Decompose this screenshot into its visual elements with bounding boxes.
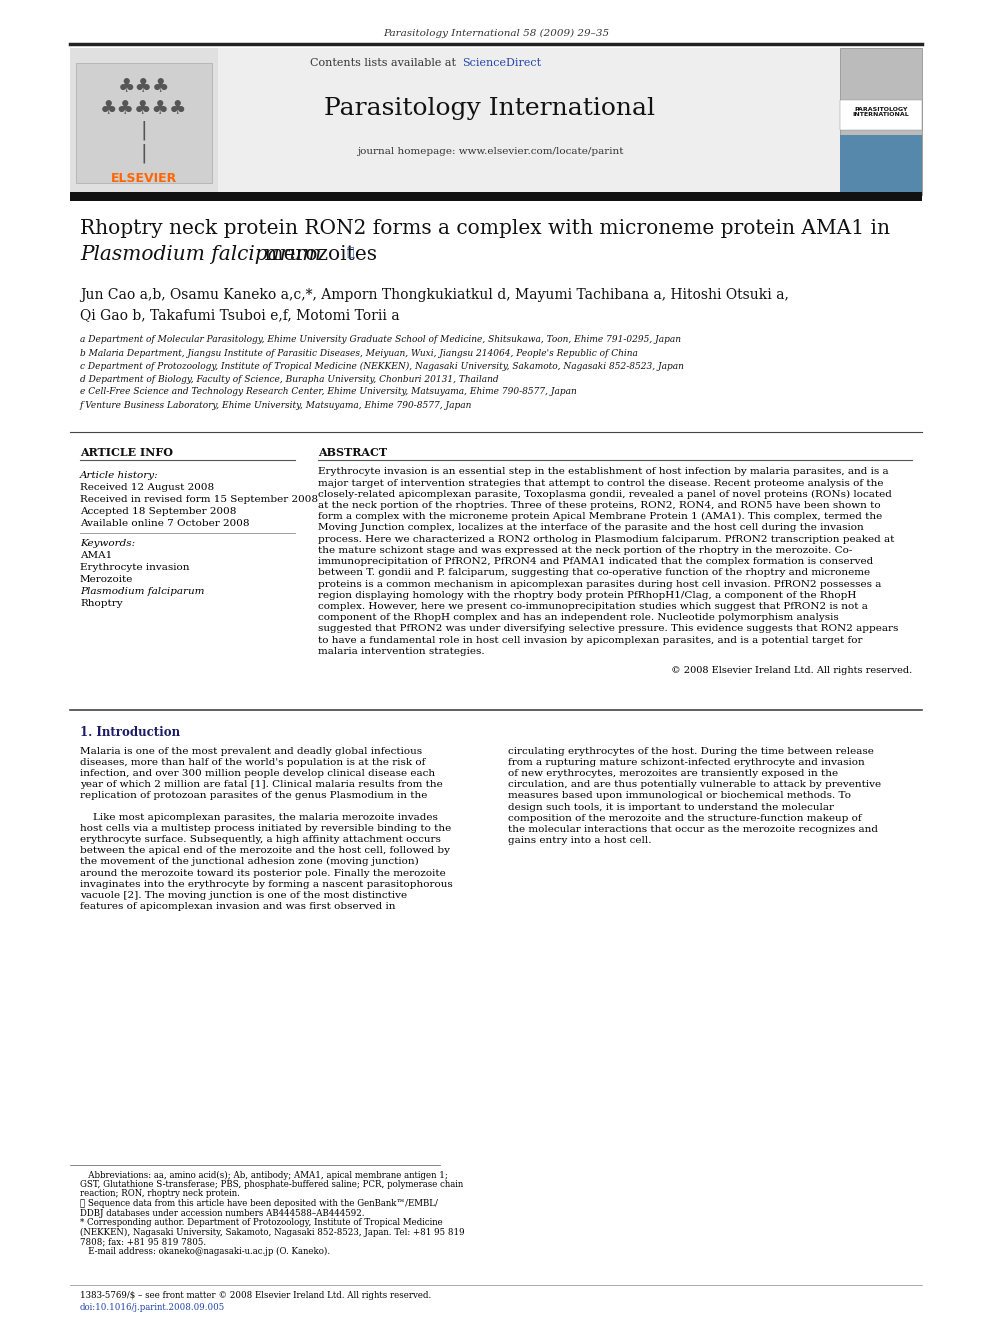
Text: ELSEVIER: ELSEVIER bbox=[111, 172, 178, 184]
Text: closely-related apicomplexan parasite, Toxoplasma gondii, revealed a panel of no: closely-related apicomplexan parasite, T… bbox=[318, 490, 892, 499]
Text: the movement of the junctional adhesion zone (moving junction): the movement of the junctional adhesion … bbox=[80, 857, 419, 867]
Text: GST, Glutathione S-transferase; PBS, phosphate-buffered saline; PCR, polymerase : GST, Glutathione S-transferase; PBS, pho… bbox=[80, 1180, 463, 1189]
Text: Parasitology International 58 (2009) 29–35: Parasitology International 58 (2009) 29–… bbox=[383, 28, 609, 37]
Text: Rhoptry: Rhoptry bbox=[80, 599, 123, 609]
Text: Qi Gao b, Takafumi Tsuboi e,f, Motomi Torii a: Qi Gao b, Takafumi Tsuboi e,f, Motomi To… bbox=[80, 308, 400, 321]
Text: reaction; RON, rhoptry neck protein.: reaction; RON, rhoptry neck protein. bbox=[80, 1189, 240, 1199]
Text: between T. gondii and P. falciparum, suggesting that co-operative function of th: between T. gondii and P. falciparum, sug… bbox=[318, 569, 870, 577]
Text: ScienceDirect: ScienceDirect bbox=[462, 58, 541, 67]
Text: Merozoite: Merozoite bbox=[80, 576, 133, 585]
FancyBboxPatch shape bbox=[76, 64, 212, 183]
Text: AMA1: AMA1 bbox=[80, 552, 112, 561]
Text: ☆ Sequence data from this article have been deposited with the GenBank™/EMBL/: ☆ Sequence data from this article have b… bbox=[80, 1199, 437, 1208]
Text: between the apical end of the merozoite and the host cell, followed by: between the apical end of the merozoite … bbox=[80, 847, 450, 855]
Text: gains entry into a host cell.: gains entry into a host cell. bbox=[508, 836, 652, 845]
FancyBboxPatch shape bbox=[840, 135, 922, 194]
Text: Article history:: Article history: bbox=[80, 471, 159, 479]
Text: Available online 7 October 2008: Available online 7 October 2008 bbox=[80, 519, 250, 528]
Text: major target of intervention strategies that attempt to control the disease. Rec: major target of intervention strategies … bbox=[318, 479, 884, 488]
Text: component of the RhopH complex and has an independent role. Nucleotide polymorph: component of the RhopH complex and has a… bbox=[318, 613, 839, 622]
Text: Moving Junction complex, localizes at the interface of the parasite and the host: Moving Junction complex, localizes at th… bbox=[318, 524, 864, 532]
Text: Parasitology International: Parasitology International bbox=[324, 97, 656, 119]
Text: diseases, more than half of the world's population is at the risk of: diseases, more than half of the world's … bbox=[80, 758, 426, 767]
Text: Plasmodium falciparum: Plasmodium falciparum bbox=[80, 246, 321, 265]
Text: invaginates into the erythrocyte by forming a nascent parasitophorous: invaginates into the erythrocyte by form… bbox=[80, 880, 452, 889]
Text: form a complex with the microneme protein Apical Membrane Protein 1 (AMA1). This: form a complex with the microneme protei… bbox=[318, 512, 882, 521]
Text: region displaying homology with the rhoptry body protein PfRhopH1/Clag, a compon: region displaying homology with the rhop… bbox=[318, 590, 856, 599]
Text: f Venture Business Laboratory, Ehime University, Matsuyama, Ehime 790-8577, Japa: f Venture Business Laboratory, Ehime Uni… bbox=[80, 401, 472, 410]
Text: Keywords:: Keywords: bbox=[80, 540, 135, 549]
Text: ♣♣♣
♣♣♣♣♣
|
|: ♣♣♣ ♣♣♣♣♣ | | bbox=[100, 77, 187, 163]
FancyBboxPatch shape bbox=[840, 48, 922, 194]
Text: year of which 2 million are fatal [1]. Clinical malaria results from the: year of which 2 million are fatal [1]. C… bbox=[80, 781, 442, 789]
Text: circulation, and are thus potentially vulnerable to attack by preventive: circulation, and are thus potentially vu… bbox=[508, 781, 881, 789]
Text: DDBJ databases under accession numbers AB444588–AB444592.: DDBJ databases under accession numbers A… bbox=[80, 1208, 364, 1217]
Text: Erythrocyte invasion is an essential step in the establishment of host infection: Erythrocyte invasion is an essential ste… bbox=[318, 467, 889, 476]
Text: Like most apicomplexan parasites, the malaria merozoite invades: Like most apicomplexan parasites, the ma… bbox=[80, 812, 437, 822]
Text: at the neck portion of the rhoptries. Three of these proteins, RON2, RON4, and R: at the neck portion of the rhoptries. Th… bbox=[318, 501, 881, 511]
Text: design such tools, it is important to understand the molecular: design such tools, it is important to un… bbox=[508, 803, 834, 811]
Text: © 2008 Elsevier Ireland Ltd. All rights reserved.: © 2008 Elsevier Ireland Ltd. All rights … bbox=[671, 665, 912, 675]
Text: Accepted 18 September 2008: Accepted 18 September 2008 bbox=[80, 507, 236, 516]
Text: b Malaria Department, Jiangsu Institute of Parasitic Diseases, Meiyuan, Wuxi, Ji: b Malaria Department, Jiangsu Institute … bbox=[80, 348, 638, 357]
Text: d Department of Biology, Faculty of Science, Burapha University, Chonburi 20131,: d Department of Biology, Faculty of Scie… bbox=[80, 374, 499, 384]
Text: Received 12 August 2008: Received 12 August 2008 bbox=[80, 483, 214, 492]
Text: host cells via a multistep process initiated by reversible binding to the: host cells via a multistep process initi… bbox=[80, 824, 451, 832]
Text: replication of protozoan parasites of the genus Plasmodium in the: replication of protozoan parasites of th… bbox=[80, 791, 428, 800]
Text: immunoprecipitation of PfRON2, PfRON4 and PfAMA1 indicated that the complex form: immunoprecipitation of PfRON2, PfRON4 an… bbox=[318, 557, 873, 566]
Text: erythrocyte surface. Subsequently, a high affinity attachment occurs: erythrocyte surface. Subsequently, a hig… bbox=[80, 835, 440, 844]
Text: malaria intervention strategies.: malaria intervention strategies. bbox=[318, 647, 485, 656]
Text: ☆: ☆ bbox=[346, 246, 353, 258]
Text: E-mail address: okaneko@nagasaki-u.ac.jp (O. Kaneko).: E-mail address: okaneko@nagasaki-u.ac.jp… bbox=[80, 1246, 330, 1256]
Text: of new erythrocytes, merozoites are transiently exposed in the: of new erythrocytes, merozoites are tran… bbox=[508, 769, 838, 778]
FancyBboxPatch shape bbox=[70, 48, 922, 194]
FancyBboxPatch shape bbox=[840, 101, 922, 130]
Text: ARTICLE INFO: ARTICLE INFO bbox=[80, 446, 173, 458]
Text: complex. However, here we present co-immunoprecipitation studies which suggest t: complex. However, here we present co-imm… bbox=[318, 602, 868, 611]
Text: infection, and over 300 million people develop clinical disease each: infection, and over 300 million people d… bbox=[80, 769, 435, 778]
Text: Jun Cao a,b, Osamu Kaneko a,c,*, Amporn Thongkukiatkul d, Mayumi Tachibana a, Hi: Jun Cao a,b, Osamu Kaneko a,c,*, Amporn … bbox=[80, 288, 789, 302]
Text: composition of the merozoite and the structure-function makeup of: composition of the merozoite and the str… bbox=[508, 814, 862, 823]
Text: 1383-5769/$ – see front matter © 2008 Elsevier Ireland Ltd. All rights reserved.: 1383-5769/$ – see front matter © 2008 El… bbox=[80, 1291, 432, 1301]
Text: doi:10.1016/j.parint.2008.09.005: doi:10.1016/j.parint.2008.09.005 bbox=[80, 1303, 225, 1312]
Text: features of apicomplexan invasion and was first observed in: features of apicomplexan invasion and wa… bbox=[80, 902, 396, 912]
Text: 7808; fax: +81 95 819 7805.: 7808; fax: +81 95 819 7805. bbox=[80, 1237, 206, 1246]
Text: Erythrocyte invasion: Erythrocyte invasion bbox=[80, 564, 189, 573]
Text: suggested that PfRON2 was under diversifying selective pressure. This evidence s: suggested that PfRON2 was under diversif… bbox=[318, 624, 899, 634]
Text: c Department of Protozoology, Institute of Tropical Medicine (NEKKEN), Nagasaki : c Department of Protozoology, Institute … bbox=[80, 361, 683, 370]
Text: from a rupturing mature schizont-infected erythrocyte and invasion: from a rupturing mature schizont-infecte… bbox=[508, 758, 865, 767]
FancyBboxPatch shape bbox=[70, 192, 922, 201]
Text: Plasmodium falciparum: Plasmodium falciparum bbox=[80, 587, 204, 597]
Text: (NEKKEN), Nagasaki University, Sakamoto, Nagasaki 852-8523, Japan. Tel: +81 95 8: (NEKKEN), Nagasaki University, Sakamoto,… bbox=[80, 1228, 464, 1237]
Text: journal homepage: www.elsevier.com/locate/parint: journal homepage: www.elsevier.com/locat… bbox=[357, 147, 623, 156]
Text: * Corresponding author. Department of Protozoology, Institute of Tropical Medici: * Corresponding author. Department of Pr… bbox=[80, 1218, 442, 1226]
Text: measures based upon immunological or biochemical methods. To: measures based upon immunological or bio… bbox=[508, 791, 851, 800]
Text: PARASITOLOGY
INTERNATIONAL: PARASITOLOGY INTERNATIONAL bbox=[853, 107, 910, 118]
FancyBboxPatch shape bbox=[70, 48, 218, 194]
Text: Malaria is one of the most prevalent and deadly global infectious: Malaria is one of the most prevalent and… bbox=[80, 746, 423, 755]
Text: proteins is a common mechanism in apicomplexan parasites during host cell invasi: proteins is a common mechanism in apicom… bbox=[318, 579, 881, 589]
Text: Abbreviations: aa, amino acid(s); Ab, antibody; AMA1, apical membrane antigen 1;: Abbreviations: aa, amino acid(s); Ab, an… bbox=[80, 1171, 447, 1180]
Text: 1. Introduction: 1. Introduction bbox=[80, 726, 181, 740]
Text: Rhoptry neck protein RON2 forms a complex with microneme protein AMA1 in: Rhoptry neck protein RON2 forms a comple… bbox=[80, 218, 890, 238]
Text: the molecular interactions that occur as the merozoite recognizes and: the molecular interactions that occur as… bbox=[508, 826, 878, 833]
Text: process. Here we characterized a RON2 ortholog in Plasmodium falciparum. PfRON2 : process. Here we characterized a RON2 or… bbox=[318, 534, 895, 544]
Text: ABSTRACT: ABSTRACT bbox=[318, 446, 387, 458]
Text: Contents lists available at: Contents lists available at bbox=[310, 58, 460, 67]
Text: the mature schizont stage and was expressed at the neck portion of the rhoptry i: the mature schizont stage and was expres… bbox=[318, 546, 852, 554]
Text: around the merozoite toward its posterior pole. Finally the merozoite: around the merozoite toward its posterio… bbox=[80, 868, 445, 877]
Text: merozoites: merozoites bbox=[258, 246, 377, 265]
Text: vacuole [2]. The moving junction is one of the most distinctive: vacuole [2]. The moving junction is one … bbox=[80, 890, 407, 900]
Text: e Cell-Free Science and Technology Research Center, Ehime University, Matsuyama,: e Cell-Free Science and Technology Resea… bbox=[80, 388, 576, 397]
Text: circulating erythrocytes of the host. During the time between release: circulating erythrocytes of the host. Du… bbox=[508, 746, 874, 755]
Text: a Department of Molecular Parasitology, Ehime University Graduate School of Medi: a Department of Molecular Parasitology, … bbox=[80, 336, 681, 344]
Text: to have a fundamental role in host cell invasion by apicomplexan parasites, and : to have a fundamental role in host cell … bbox=[318, 635, 862, 644]
Text: Received in revised form 15 September 2008: Received in revised form 15 September 20… bbox=[80, 495, 318, 504]
